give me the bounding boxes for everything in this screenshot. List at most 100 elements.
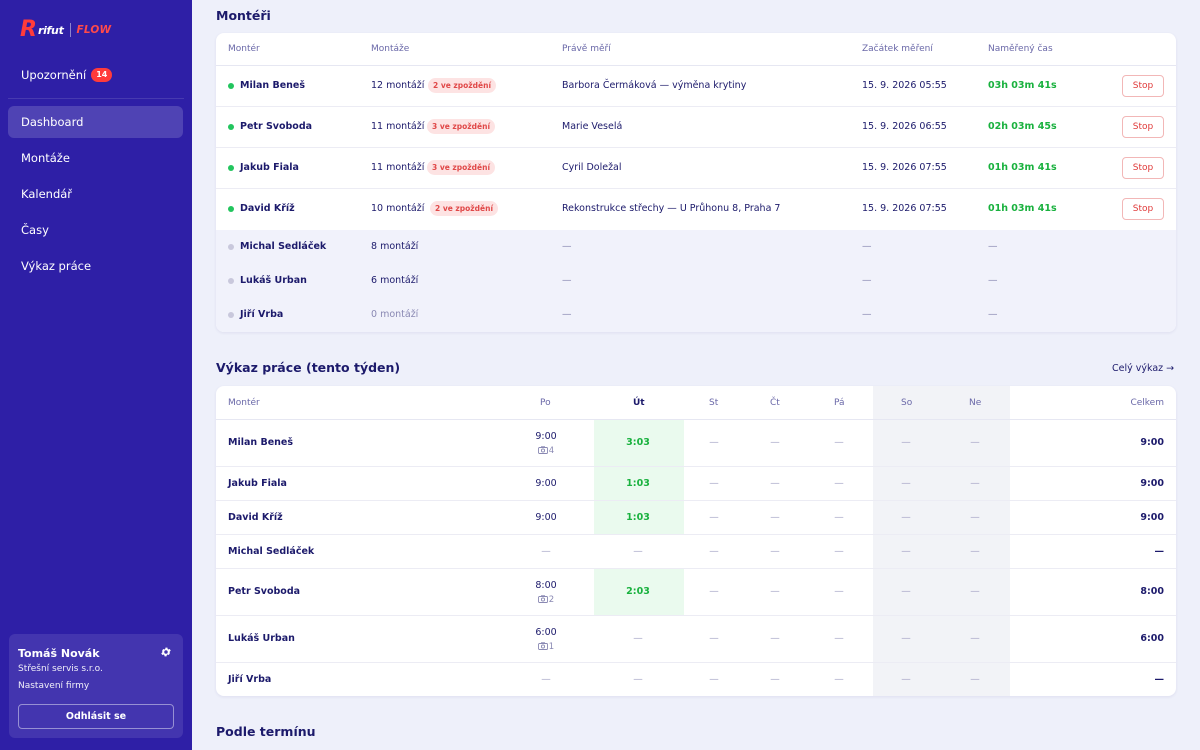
delay-badge: 3 ve zpoždění	[427, 160, 496, 175]
total-value: 9:00	[1140, 512, 1164, 523]
day-value-so: —	[901, 546, 911, 557]
day-value-pa: —	[834, 546, 844, 557]
day-value-ct: —	[770, 546, 780, 557]
today-cell-bg	[594, 420, 684, 466]
sidebar-item-kalendar[interactable]: Kalendář	[21, 187, 73, 201]
sidebar-item-casy[interactable]: Časy	[21, 223, 49, 237]
col-header-po: Po	[540, 398, 551, 408]
company-settings-link[interactable]: Nastavení firmy	[18, 681, 90, 691]
sidebar-nav: Dashboard Montáže Kalendář Časy Výkaz pr…	[8, 106, 183, 286]
monteri-table: Montér Montáže Právě měří Začátek měření…	[216, 33, 1176, 332]
delay-badge: 2 ve zpoždění	[430, 201, 499, 216]
day-value-ut: 3:03	[626, 437, 650, 448]
monter-name[interactable]: David Kříž	[228, 512, 283, 523]
empty-value: —	[862, 309, 872, 320]
col-header-ne: Ne	[969, 398, 982, 408]
stop-button[interactable]: Stop	[1122, 116, 1164, 138]
day-value-ne: —	[970, 512, 980, 523]
monter-name[interactable]: Michal Sedláček	[240, 241, 327, 252]
section-title-podle-terminu: Podle termínu	[216, 724, 316, 739]
start-time: 15. 9. 2026 05:55	[862, 80, 947, 91]
user-name: Tomáš Novák	[18, 647, 100, 660]
gear-icon[interactable]	[160, 646, 172, 658]
current-job[interactable]: Rekonstrukce střechy — U Průhonu 8, Prah…	[562, 203, 781, 214]
day-value-ne: —	[970, 586, 980, 597]
day-value-ne: —	[970, 478, 980, 489]
current-job[interactable]: Marie Veselá	[562, 121, 623, 132]
monter-name[interactable]: Lukáš Urban	[240, 275, 307, 286]
current-job[interactable]: Cyril Doležal	[562, 162, 622, 173]
full-report-link[interactable]: Celý výkaz →	[1112, 363, 1175, 374]
current-job[interactable]: Barbora Čermáková — výměna krytiny	[562, 80, 747, 91]
col-header-ut: Út	[633, 398, 645, 408]
day-value-so: —	[901, 478, 911, 489]
day-value-ct: —	[770, 633, 780, 644]
sidebar-item-montaze[interactable]: Montáže	[21, 151, 70, 165]
stop-button[interactable]: Stop	[1122, 198, 1164, 220]
empty-value: —	[988, 241, 998, 252]
measured-time: 01h 03m 41s	[988, 162, 1057, 173]
monter-name[interactable]: Petr Svoboda	[240, 121, 313, 132]
logo[interactable]: R rifut FLOW	[20, 19, 111, 41]
camera-icon	[537, 642, 548, 650]
weekend-column-bg	[873, 386, 1010, 696]
total-value: 8:00	[1140, 586, 1164, 597]
notifications-link[interactable]: Upozornění 14	[21, 68, 113, 82]
user-card: Tomáš Novák Střešní servis s.r.o. Nastav…	[9, 634, 183, 738]
sidebar-item-dashboard[interactable]: Dashboard	[8, 106, 183, 138]
day-value-ut: —	[633, 674, 643, 685]
table-header: Montér Po Út St Čt Pá So Ne Celkem	[216, 386, 1176, 420]
day-value-po: —	[541, 674, 551, 685]
stop-button[interactable]: Stop	[1122, 75, 1164, 97]
sidebar-item-vykaz-prace[interactable]: Výkaz práce	[21, 259, 92, 273]
monter-name[interactable]: Milan Beneš	[228, 437, 293, 448]
status-dot-inactive	[228, 278, 234, 284]
empty-value: —	[562, 275, 572, 286]
logo-word: rifut	[37, 23, 64, 37]
notifications-label: Upozornění	[21, 68, 87, 82]
monter-name[interactable]: Jiří Vrba	[228, 674, 272, 685]
logo-r: R	[20, 17, 37, 42]
monter-name[interactable]: Petr Svoboda	[228, 586, 301, 597]
empty-value: —	[988, 275, 998, 286]
photo-count-value: 2	[548, 595, 555, 605]
logo-divider	[69, 23, 71, 37]
photo-count-value: 1	[548, 642, 555, 652]
monter-name[interactable]: Jakub Fiala	[240, 162, 299, 173]
day-value-pa: —	[834, 478, 844, 489]
today-cell-bg	[594, 569, 684, 615]
section-title-monteri: Montéři	[216, 8, 271, 23]
total-value: —	[1154, 674, 1165, 685]
monter-name[interactable]: Lukáš Urban	[228, 633, 295, 644]
logout-button[interactable]: Odhlásit se	[18, 704, 174, 729]
today-cell-bg	[594, 467, 684, 500]
status-dot-inactive	[228, 244, 234, 250]
col-header-nameren-cas: Naměřený čas	[988, 44, 1053, 54]
measured-time: 02h 03m 45s	[988, 121, 1057, 132]
table-row: Michal Sedláček 8 montáží — — —	[216, 230, 1176, 264]
monter-name[interactable]: David Kříž	[240, 203, 295, 214]
monter-name[interactable]: Milan Beneš	[240, 80, 305, 91]
day-value-ne: —	[970, 437, 980, 448]
day-value-st: —	[709, 586, 719, 597]
monter-name[interactable]: Jakub Fiala	[228, 478, 287, 489]
today-cell-bg	[594, 501, 684, 534]
day-value-pa: —	[834, 437, 844, 448]
col-header-so: So	[901, 398, 913, 408]
total-value: 9:00	[1140, 437, 1164, 448]
montaze-count: 12 montáží	[371, 80, 425, 91]
day-value-po: 6:00	[535, 627, 557, 638]
col-header-celkem: Celkem	[1130, 398, 1164, 408]
monter-name[interactable]: Jiří Vrba	[240, 309, 284, 320]
total-value: 6:00	[1140, 633, 1164, 644]
day-value-ut: 1:03	[626, 478, 650, 489]
vykaz-table: Montér Po Út St Čt Pá So Ne Celkem Milan…	[216, 386, 1176, 696]
table-row: Milan Beneš 9:00 4 3:03 — — — — — 9:00	[216, 420, 1176, 467]
table-header: Montér Montáže Právě měří Začátek měření…	[216, 33, 1176, 66]
monter-name[interactable]: Michal Sedláček	[228, 546, 315, 557]
day-value-so: —	[901, 586, 911, 597]
col-header-ct: Čt	[770, 398, 780, 408]
day-value-ct: —	[770, 478, 780, 489]
table-row: Petr Svoboda 11 montáží 3 ve zpoždění Ma…	[216, 107, 1176, 148]
stop-button[interactable]: Stop	[1122, 157, 1164, 179]
